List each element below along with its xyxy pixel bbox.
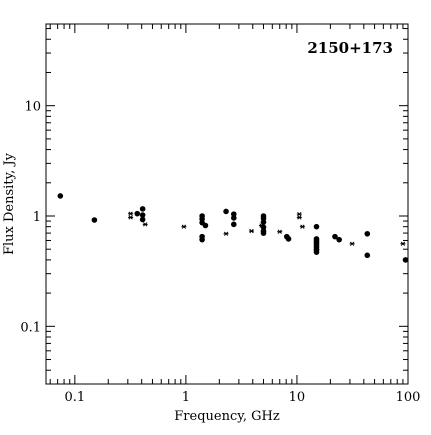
data-point-circle bbox=[332, 233, 338, 240]
axes-layer: 0.1 1 10 100 0.1 1 10 bbox=[20, 23, 421, 405]
x-tick-label: 1 bbox=[182, 390, 190, 405]
data-point-star bbox=[128, 211, 134, 216]
data-point-star bbox=[223, 231, 229, 236]
data-point-star bbox=[349, 241, 355, 246]
data-point-circle bbox=[139, 216, 146, 223]
data-point-circle bbox=[223, 208, 229, 215]
data-point-circle bbox=[230, 211, 237, 217]
x-tick-label: 10 bbox=[289, 390, 306, 405]
data-point-circle bbox=[134, 210, 141, 217]
star-stroke bbox=[349, 241, 355, 246]
x-tick-label: 0.1 bbox=[64, 390, 85, 405]
x-axis-label: Frequency, GHz bbox=[174, 409, 280, 424]
data-point-circle bbox=[230, 221, 237, 228]
data-point-circle bbox=[139, 212, 146, 218]
data-point-circle bbox=[91, 217, 98, 223]
x-tick-label: 100 bbox=[396, 390, 421, 405]
star-stroke bbox=[297, 211, 302, 217]
plot-frame bbox=[45, 23, 409, 385]
star-stroke bbox=[223, 231, 229, 236]
y-axis-label: Flux Density, Jy bbox=[2, 152, 17, 255]
data-point-circle bbox=[230, 215, 237, 221]
star-stroke bbox=[181, 224, 187, 229]
star-stroke bbox=[400, 241, 406, 246]
data-point-circle bbox=[313, 223, 320, 230]
data-point-circle bbox=[260, 219, 267, 225]
data-point-star bbox=[296, 215, 302, 220]
data-point-circle bbox=[336, 236, 342, 243]
data-point-star bbox=[128, 215, 134, 220]
data-point-star bbox=[142, 222, 148, 227]
y-tick-label: 0.1 bbox=[20, 320, 41, 335]
data-point-circle bbox=[402, 257, 409, 263]
data-point-star bbox=[181, 224, 187, 229]
y-tick-label: 1 bbox=[33, 210, 41, 225]
data-point-circle bbox=[285, 236, 292, 242]
star-stroke bbox=[143, 222, 148, 227]
data-point-star bbox=[277, 229, 283, 234]
data-point-circle bbox=[364, 252, 371, 259]
chart-title: 2150+173 bbox=[307, 39, 393, 57]
data-point-circle bbox=[199, 236, 205, 243]
data-point-circle bbox=[202, 222, 209, 229]
data-point-star bbox=[259, 223, 265, 228]
data-point-circle bbox=[57, 193, 64, 199]
star-stroke bbox=[259, 223, 264, 228]
star-stroke bbox=[300, 224, 305, 229]
star-stroke bbox=[128, 215, 133, 220]
data-point-star bbox=[299, 224, 305, 229]
data-point-star bbox=[400, 241, 406, 246]
points-layer bbox=[57, 193, 409, 263]
star-stroke bbox=[297, 215, 302, 220]
star-stroke bbox=[249, 228, 254, 234]
star-stroke bbox=[277, 229, 282, 234]
data-point-circle bbox=[260, 230, 267, 236]
data-point-star bbox=[296, 211, 302, 217]
y-tick-label: 10 bbox=[24, 100, 41, 115]
data-point-circle bbox=[313, 249, 320, 255]
star-stroke bbox=[128, 211, 133, 216]
data-point-star bbox=[249, 228, 255, 234]
data-point-circle bbox=[139, 206, 146, 212]
data-point-circle bbox=[364, 230, 371, 237]
